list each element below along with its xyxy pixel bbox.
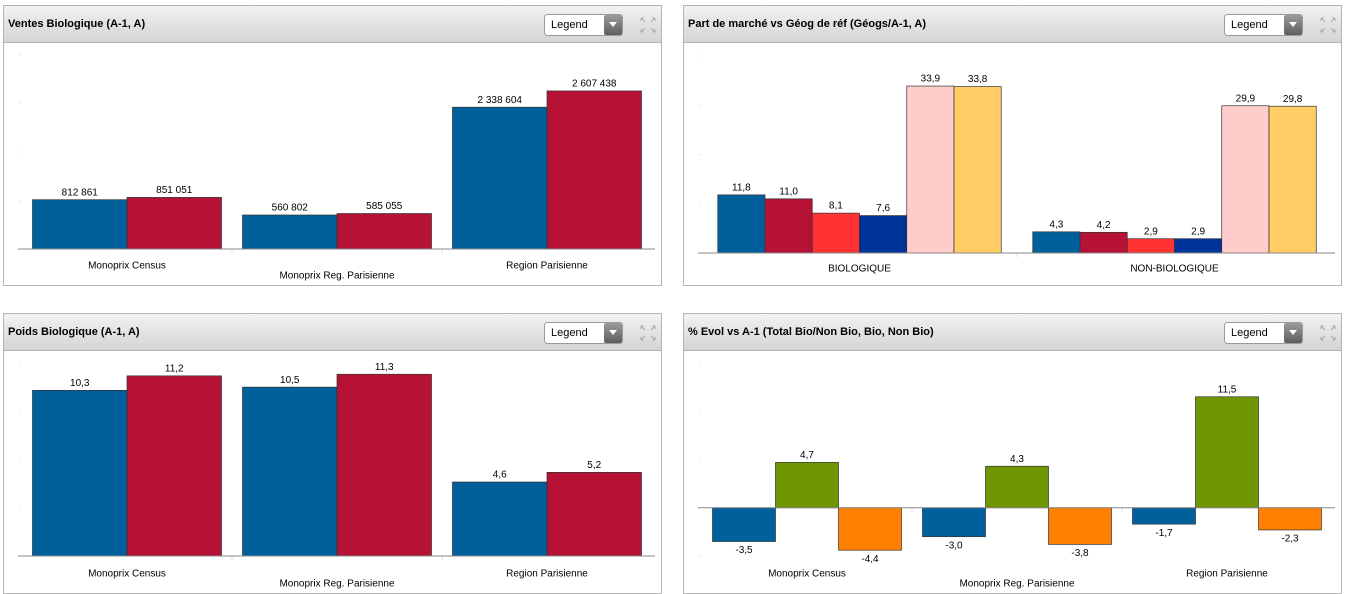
x-tick-label: Region Parisienne bbox=[1186, 569, 1268, 580]
data-label: -3,8 bbox=[1071, 548, 1089, 559]
bar bbox=[32, 389, 128, 557]
panel-title: Ventes Biologique (A-1, A) bbox=[8, 18, 145, 30]
data-label: 4,3 bbox=[1049, 219, 1063, 230]
dropdown-label[interactable]: Legend bbox=[1231, 19, 1268, 31]
x-tick-label: Monoprix Reg. Parisienne bbox=[959, 579, 1074, 590]
expand-icon[interactable] bbox=[640, 17, 656, 33]
legend-dropdown[interactable] bbox=[544, 14, 623, 36]
data-label: -3,5 bbox=[735, 545, 753, 556]
bar bbox=[1174, 238, 1223, 254]
expand-icon[interactable] bbox=[1320, 17, 1336, 33]
bar bbox=[764, 198, 813, 254]
data-label: 11,5 bbox=[1218, 384, 1237, 395]
data-label: -2,3 bbox=[1281, 534, 1299, 545]
bar bbox=[32, 199, 128, 250]
x-tick-label: Monoprix Reg. Parisienne bbox=[279, 579, 394, 590]
bar bbox=[811, 212, 860, 254]
x-tick-label: Monoprix Census bbox=[88, 569, 166, 580]
data-label: 560 802 bbox=[272, 203, 309, 214]
dropdown-arrow bbox=[1289, 22, 1297, 27]
data-label: 2 607 438 bbox=[572, 79, 617, 90]
bar bbox=[1268, 105, 1317, 254]
legend-dropdown[interactable] bbox=[1224, 14, 1303, 36]
data-label: 11,0 bbox=[779, 186, 798, 197]
bar bbox=[242, 386, 338, 557]
legend-dropdown[interactable] bbox=[1224, 322, 1303, 344]
x-tick-label: NON-BIOLOGIQUE bbox=[1130, 264, 1219, 275]
x-tick-label: Monoprix Census bbox=[768, 569, 846, 580]
dropdown-arrow bbox=[609, 330, 617, 335]
data-label: 4,6 bbox=[493, 470, 507, 481]
bar bbox=[859, 215, 908, 254]
bar bbox=[452, 106, 548, 250]
bar bbox=[452, 481, 548, 557]
data-label: 33,9 bbox=[921, 74, 941, 85]
data-label: 11,2 bbox=[165, 364, 184, 375]
bar bbox=[1132, 507, 1196, 525]
expand-icon[interactable] bbox=[640, 325, 656, 341]
data-label: 585 055 bbox=[366, 201, 403, 212]
bar bbox=[1195, 396, 1259, 509]
data-label: 5,2 bbox=[587, 460, 601, 471]
panel-title: Part de marché vs Géog de réf (Géogs/A-1… bbox=[688, 18, 926, 30]
panel-title: Poids Biologique (A-1, A) bbox=[8, 326, 140, 338]
data-label: 29,8 bbox=[1283, 94, 1303, 105]
bar bbox=[242, 214, 338, 250]
dropdown-label[interactable]: Legend bbox=[551, 327, 588, 339]
bar bbox=[1032, 231, 1081, 254]
bar bbox=[1079, 231, 1128, 254]
bar bbox=[546, 472, 642, 557]
bar bbox=[1258, 507, 1322, 531]
bar bbox=[985, 465, 1049, 509]
x-tick-label: Region Parisienne bbox=[506, 261, 588, 272]
x-tick-label: Region Parisienne bbox=[506, 569, 588, 580]
data-label: -3,0 bbox=[945, 540, 963, 551]
bar bbox=[126, 375, 222, 557]
data-label: 2 338 604 bbox=[478, 95, 523, 106]
x-tick-label: Monoprix Census bbox=[88, 261, 166, 272]
data-label: 11,8 bbox=[732, 183, 751, 194]
data-label: 33,8 bbox=[968, 74, 988, 85]
x-tick-label: BIOLOGIQUE bbox=[828, 264, 891, 275]
bar bbox=[336, 373, 432, 557]
bar bbox=[838, 507, 902, 551]
dropdown-arrow bbox=[609, 22, 617, 27]
data-label: 4,2 bbox=[1097, 220, 1111, 231]
data-label: 11,3 bbox=[375, 362, 394, 373]
dropdown-arrow bbox=[1289, 330, 1297, 335]
data-label: 10,3 bbox=[70, 378, 90, 389]
bar bbox=[126, 197, 222, 250]
data-label: 8,1 bbox=[829, 201, 843, 212]
legend-dropdown[interactable] bbox=[544, 322, 623, 344]
bar bbox=[1221, 105, 1270, 254]
data-label: -1,7 bbox=[1155, 528, 1173, 539]
x-tick-label: Monoprix Reg. Parisienne bbox=[279, 271, 394, 282]
bar bbox=[775, 462, 839, 509]
bar bbox=[922, 507, 986, 538]
dropdown-label[interactable]: Legend bbox=[1231, 327, 1268, 339]
expand-icon[interactable] bbox=[1320, 325, 1336, 341]
data-label: 7,6 bbox=[876, 203, 890, 214]
data-label: 812 861 bbox=[62, 187, 99, 198]
data-label: 10,5 bbox=[280, 375, 300, 386]
data-label: -4,4 bbox=[861, 554, 879, 565]
data-label: 29,9 bbox=[1236, 93, 1256, 104]
bar bbox=[1126, 238, 1175, 254]
bar bbox=[336, 213, 432, 250]
data-label: 2,9 bbox=[1191, 226, 1205, 237]
bar bbox=[1048, 507, 1112, 545]
bar bbox=[953, 86, 1002, 254]
data-label: 2,9 bbox=[1144, 226, 1158, 237]
bar bbox=[906, 85, 955, 254]
data-label: 851 051 bbox=[156, 185, 193, 196]
bar bbox=[546, 90, 642, 250]
bar bbox=[717, 194, 766, 254]
data-label: 4,7 bbox=[800, 450, 814, 461]
panel-title: % Evol vs A-1 (Total Bio/Non Bio, Bio, N… bbox=[688, 326, 934, 338]
bar bbox=[712, 507, 776, 542]
dropdown-label[interactable]: Legend bbox=[551, 19, 588, 31]
data-label: 4,3 bbox=[1010, 454, 1024, 465]
